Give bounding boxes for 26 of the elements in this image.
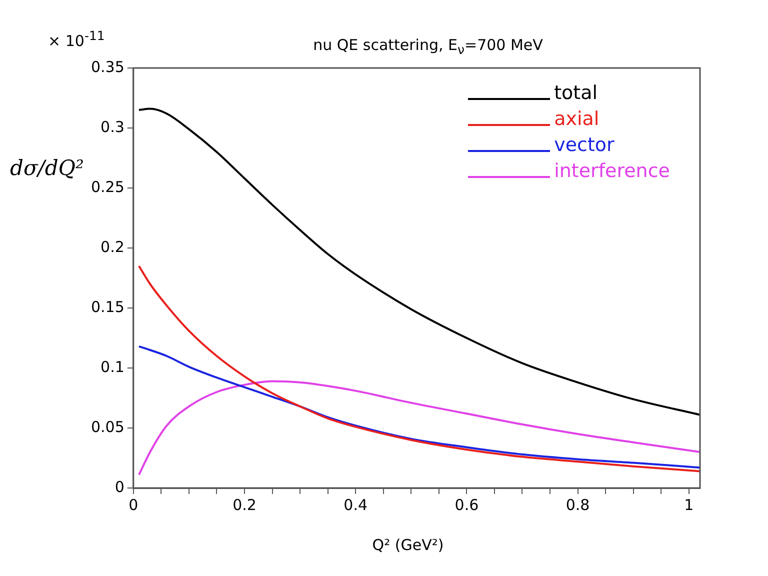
y-tick-label: 0.1: [100, 358, 124, 376]
y-tick-label: 0.2: [100, 238, 124, 256]
legend-label: interference: [554, 160, 670, 182]
y-tick-label: 0.35: [90, 58, 124, 76]
x-axis-title: Q² (GeV²): [371, 536, 445, 554]
legend-label: vector: [554, 134, 614, 156]
y-tick-label: 0.05: [90, 418, 124, 436]
y-tick-label: 0: [114, 478, 124, 496]
x-tick-label: 0.4: [344, 496, 368, 514]
text: × 10$^{-11}$: [48, 28, 105, 50]
line-series: [138, 108, 700, 416]
x-tick-label: 0.6: [454, 496, 479, 514]
line-series: [138, 265, 700, 472]
x-tick-label: 0.2: [232, 496, 256, 514]
x-tick-label: 1: [684, 496, 694, 514]
y-tick-label: 0.15: [90, 298, 124, 316]
chart-title: nu QE scattering, E$_{ν}$=700 MeV: [312, 36, 544, 57]
line-series: [138, 345, 700, 469]
x-tick-label: 0: [128, 496, 138, 514]
legend-label: axial: [554, 108, 600, 130]
y-tick-label: 0.3: [100, 118, 124, 136]
line-series: [138, 380, 700, 476]
legend-label: total: [554, 82, 598, 104]
y-axis-title: dσ/dQ²: [10, 156, 84, 180]
y-tick-label: 0.25: [90, 178, 124, 196]
x-tick-label: 0.8: [566, 496, 590, 514]
